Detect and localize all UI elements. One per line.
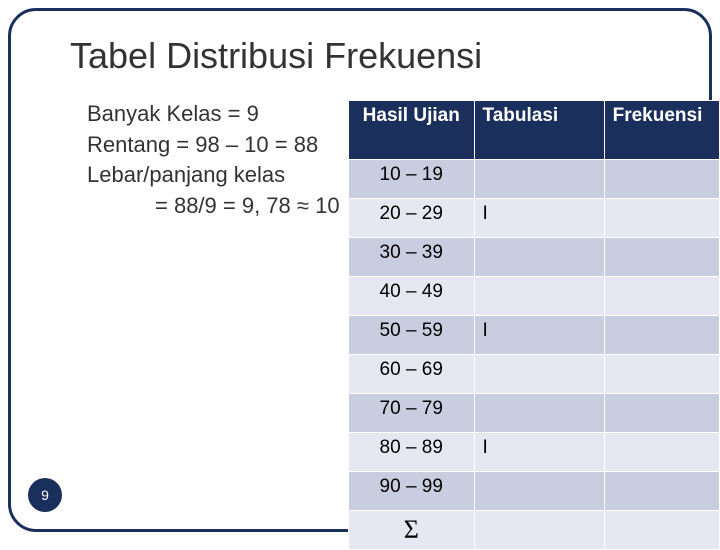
table-sum-row: Σ xyxy=(349,511,720,550)
header-hasil: Hasil Ujian xyxy=(349,101,475,160)
slide: Tabel Distribusi Frekuensi Banyak Kelas … xyxy=(0,0,720,540)
cell-tally xyxy=(474,355,604,394)
cell-range: 50 – 59 xyxy=(349,316,475,355)
cell-range: 60 – 69 xyxy=(349,355,475,394)
cell-tally xyxy=(474,394,604,433)
table-header-row: Hasil Ujian Tabulasi Frekuensi xyxy=(349,101,720,160)
table-row: 70 – 79 xyxy=(349,394,720,433)
cell-range: 90 – 99 xyxy=(349,472,475,511)
body-text: Banyak Kelas = 9 Rentang = 98 – 10 = 88 … xyxy=(85,100,340,222)
line-2-text: Rentang = 98 – 10 = 88 xyxy=(87,132,318,157)
cell-freq xyxy=(604,238,719,277)
cell-tally xyxy=(474,472,604,511)
cell-range: 30 – 39 xyxy=(349,238,475,277)
cell-range: 40 – 49 xyxy=(349,277,475,316)
table-row: 90 – 99 xyxy=(349,472,720,511)
cell-tally xyxy=(474,277,604,316)
page-number-badge: 9 xyxy=(28,478,62,512)
table-row: 10 – 19 xyxy=(349,160,720,199)
table-row: 60 – 69 xyxy=(349,355,720,394)
cell-sum-freq xyxy=(604,511,719,550)
cell-freq xyxy=(604,433,719,472)
cell-tally xyxy=(474,160,604,199)
slide-title: Tabel Distribusi Frekuensi xyxy=(70,35,482,77)
table-row: 30 – 39 xyxy=(349,238,720,277)
cell-range: 10 – 19 xyxy=(349,160,475,199)
line-4: = 88/9 = 9, 78 ≈ 10 xyxy=(85,192,340,221)
cell-tally: I xyxy=(474,199,604,238)
line-3: Lebar/panjang kelas xyxy=(85,161,340,190)
header-frekuensi: Frekuensi xyxy=(604,101,719,160)
cell-tally: I xyxy=(474,316,604,355)
table-row: 80 – 89 I xyxy=(349,433,720,472)
line-1-text: Banyak Kelas = 9 xyxy=(87,101,259,126)
cell-freq xyxy=(604,160,719,199)
cell-freq xyxy=(604,316,719,355)
cell-range: 20 – 29 xyxy=(349,199,475,238)
line-3-text: Lebar/panjang kelas xyxy=(87,162,285,187)
cell-freq xyxy=(604,394,719,433)
cell-tally xyxy=(474,238,604,277)
cell-range: 70 – 79 xyxy=(349,394,475,433)
cell-tally: I xyxy=(474,433,604,472)
table-row: 40 – 49 xyxy=(349,277,720,316)
table-row: 50 – 59 I xyxy=(349,316,720,355)
frequency-table: Hasil Ujian Tabulasi Frekuensi 10 – 19 2… xyxy=(348,100,720,550)
header-tabulasi: Tabulasi xyxy=(474,101,604,160)
cell-sum-symbol: Σ xyxy=(349,511,475,550)
line-1: Banyak Kelas = 9 xyxy=(85,100,340,129)
cell-freq xyxy=(604,199,719,238)
cell-sum-tally xyxy=(474,511,604,550)
line-2: Rentang = 98 – 10 = 88 xyxy=(85,131,340,160)
cell-freq xyxy=(604,277,719,316)
cell-range: 80 – 89 xyxy=(349,433,475,472)
cell-freq xyxy=(604,472,719,511)
line-4-text: = 88/9 = 9, 78 ≈ 10 xyxy=(155,193,340,218)
table-row: 20 – 29 I xyxy=(349,199,720,238)
cell-freq xyxy=(604,355,719,394)
